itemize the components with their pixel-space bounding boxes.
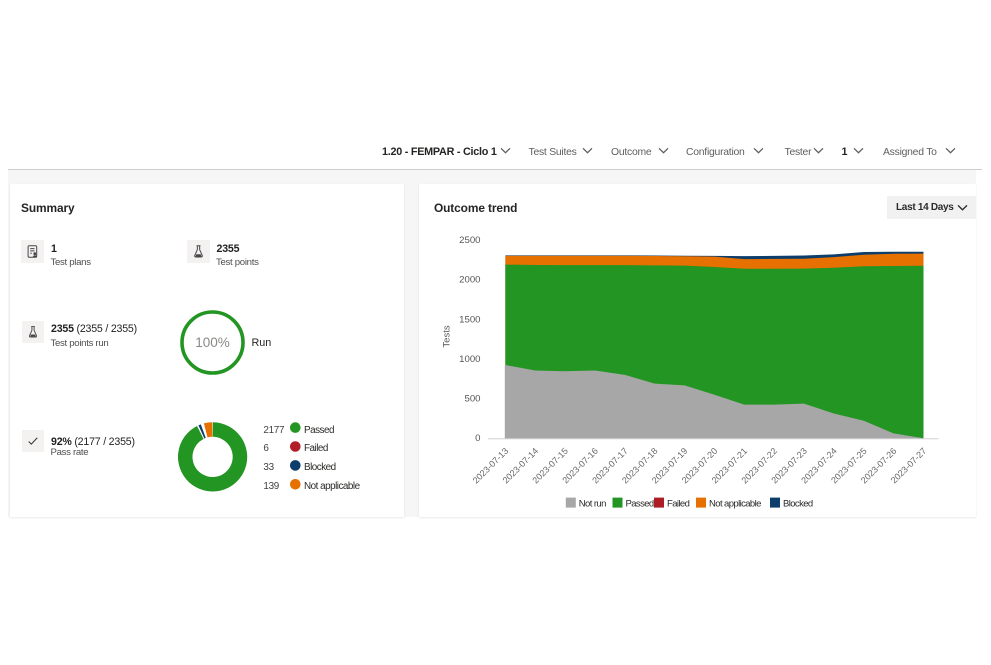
svg-text:Tests: Tests [442, 325, 453, 347]
svg-text:0: 0 [475, 433, 480, 444]
svg-text:2000: 2000 [459, 275, 480, 286]
svg-text:2500: 2500 [459, 235, 480, 246]
svg-text:1500: 1500 [459, 314, 480, 325]
svg-text:Not applicable: Not applicable [709, 498, 761, 509]
svg-text:Passed: Passed [626, 498, 654, 509]
svg-text:Blocked: Blocked [783, 498, 813, 509]
svg-text:Not run: Not run [579, 498, 606, 509]
svg-text:100%: 100% [195, 335, 230, 350]
svg-text:500: 500 [464, 394, 480, 405]
svg-text:1000: 1000 [459, 354, 480, 365]
svg-text:Failed: Failed [667, 498, 690, 509]
